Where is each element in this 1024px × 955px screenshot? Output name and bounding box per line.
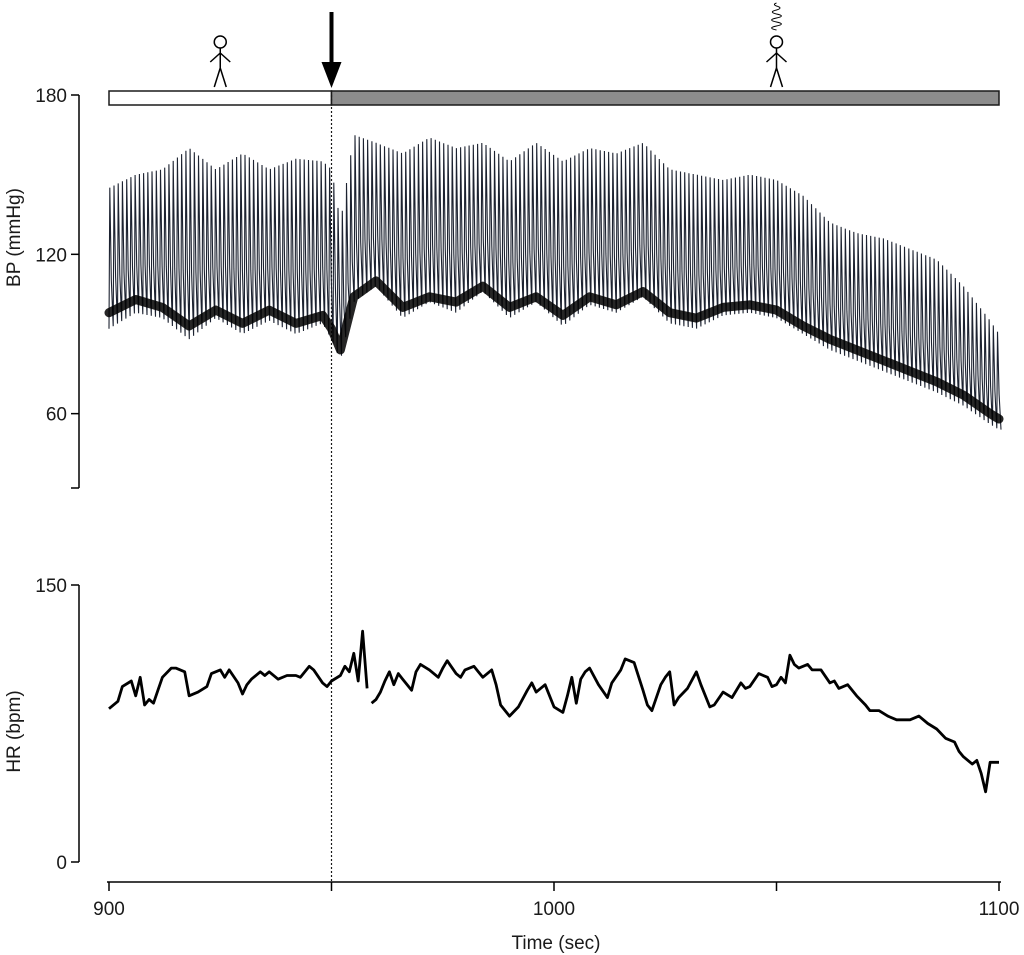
tilt-arrow-icon <box>321 62 342 88</box>
phase-bar <box>108 90 1000 106</box>
figure-arm-left <box>209 52 221 63</box>
bp-mean-band <box>104 276 1004 424</box>
figure-leg-right <box>775 67 784 88</box>
dizzy-person-icon <box>765 2 788 88</box>
hr-y-tick-label: 0 <box>56 853 67 874</box>
labels: 180 120 60 150 0 900 1000 1100 Time (sec) BP (mmH… <box>4 86 1019 954</box>
figure-head <box>213 35 227 49</box>
dizzy-swirl-icon <box>771 2 782 31</box>
x-tick-label: 900 <box>93 899 125 920</box>
figure-leg-left <box>769 67 778 88</box>
x-tick-label: 1100 <box>979 899 1020 920</box>
hr-y-tick-label: 150 <box>35 576 67 597</box>
bp-pulsatile-trace <box>108 135 1002 430</box>
x-axis-title: Time (sec) <box>511 933 600 954</box>
figure-leg-right <box>219 67 227 88</box>
figure-arm-right <box>775 52 788 63</box>
figure-icons <box>209 2 788 882</box>
bp-y-tick-label: 180 <box>35 86 67 107</box>
bp-panel <box>104 135 1004 430</box>
figure-head <box>769 35 784 49</box>
figure-arm-right <box>219 52 231 63</box>
phase-bar-segment-2 <box>330 90 1000 106</box>
bp-y-axis-title: BP (mmHg) <box>4 188 25 287</box>
hr-trace-segment-1 <box>108 629 369 710</box>
bp-y-tick-label: 120 <box>35 245 67 266</box>
hr-panel <box>108 629 999 794</box>
x-tick-label: 1000 <box>533 899 575 920</box>
figure-arm-left <box>765 52 778 63</box>
hr-trace-segment-2 <box>370 653 999 794</box>
phase-bar-segment-1 <box>108 90 333 106</box>
standing-person-icon <box>209 35 231 88</box>
figure-leg-left <box>213 67 221 88</box>
bp-y-tick-label: 60 <box>46 405 67 426</box>
hr-y-axis-title: HR (bpm) <box>4 690 25 772</box>
axes <box>71 94 1001 891</box>
